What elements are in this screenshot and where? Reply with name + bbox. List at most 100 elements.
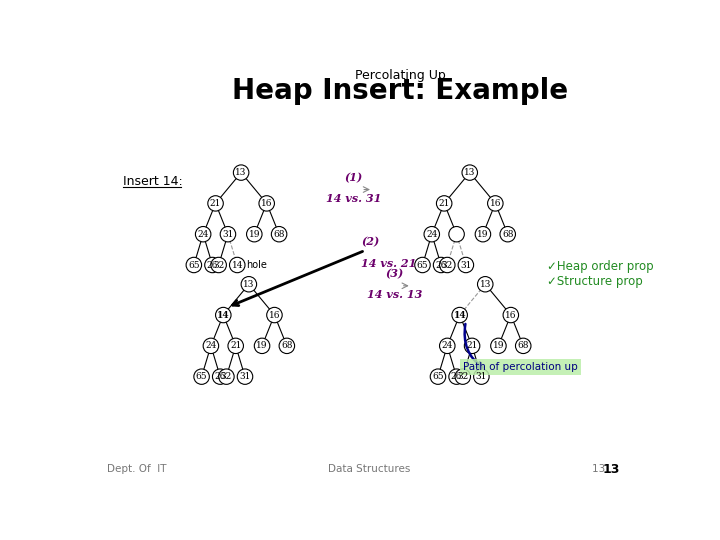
Circle shape: [233, 165, 249, 180]
Circle shape: [204, 257, 220, 273]
Circle shape: [220, 226, 235, 242]
Text: Dept. Of  IT: Dept. Of IT: [107, 464, 166, 474]
Text: 68: 68: [274, 230, 285, 239]
Text: 26: 26: [207, 260, 218, 269]
Text: 21: 21: [230, 341, 241, 350]
Text: 13: 13: [464, 168, 475, 177]
Circle shape: [208, 195, 223, 211]
Text: 14: 14: [454, 310, 466, 320]
Circle shape: [516, 338, 531, 354]
Text: (1): (1): [344, 172, 363, 184]
Text: 68: 68: [518, 341, 529, 350]
Text: Heap Insert: Example: Heap Insert: Example: [232, 77, 568, 105]
Circle shape: [254, 338, 270, 354]
Text: Insert 14:: Insert 14:: [122, 176, 182, 188]
Circle shape: [474, 369, 489, 384]
Text: ✓Structure prop: ✓Structure prop: [547, 275, 643, 288]
Text: 21: 21: [467, 341, 478, 350]
Text: 19: 19: [492, 341, 504, 350]
Text: 65: 65: [188, 260, 199, 269]
Text: 13: 13: [235, 168, 247, 177]
Text: (3): (3): [385, 268, 404, 280]
Circle shape: [259, 195, 274, 211]
Circle shape: [246, 226, 262, 242]
Circle shape: [230, 257, 245, 273]
Circle shape: [228, 338, 243, 354]
Circle shape: [241, 276, 256, 292]
Circle shape: [487, 195, 503, 211]
Text: ✓Heap order prop: ✓Heap order prop: [547, 260, 654, 273]
Text: 65: 65: [432, 372, 444, 381]
Text: 31: 31: [239, 372, 251, 381]
Circle shape: [462, 165, 477, 180]
Text: 21: 21: [438, 199, 450, 208]
Circle shape: [424, 226, 439, 242]
Circle shape: [439, 257, 455, 273]
Circle shape: [194, 369, 210, 384]
Text: 13: 13: [602, 463, 620, 476]
Text: 16: 16: [269, 310, 280, 320]
Circle shape: [186, 257, 202, 273]
Circle shape: [433, 257, 449, 273]
Circle shape: [436, 195, 452, 211]
Text: 32: 32: [457, 372, 469, 381]
Text: 13: 13: [243, 280, 255, 289]
Text: 68: 68: [502, 230, 513, 239]
Text: 14: 14: [232, 260, 243, 269]
Circle shape: [415, 257, 431, 273]
Circle shape: [195, 226, 211, 242]
Text: 13: 13: [593, 464, 608, 474]
Text: 14 vs. 21: 14 vs. 21: [361, 258, 417, 269]
Text: Path of percolation up: Path of percolation up: [463, 362, 577, 372]
Circle shape: [279, 338, 294, 354]
Circle shape: [475, 226, 490, 242]
Text: 14 vs. 31: 14 vs. 31: [326, 193, 381, 204]
Text: 68: 68: [281, 341, 292, 350]
Text: 16: 16: [490, 199, 501, 208]
Circle shape: [449, 369, 464, 384]
Text: Percolating Up: Percolating Up: [355, 69, 446, 82]
Text: 26: 26: [215, 372, 226, 381]
Circle shape: [452, 307, 467, 323]
Text: 65: 65: [196, 372, 207, 381]
Text: 16: 16: [261, 199, 272, 208]
Text: 31: 31: [476, 372, 487, 381]
Text: 26: 26: [451, 372, 462, 381]
Text: 24: 24: [205, 341, 217, 350]
Circle shape: [203, 338, 219, 354]
Circle shape: [431, 369, 446, 384]
Text: 14: 14: [217, 310, 230, 320]
Circle shape: [211, 257, 226, 273]
Circle shape: [477, 276, 493, 292]
Circle shape: [503, 307, 518, 323]
Text: 32: 32: [213, 260, 224, 269]
Circle shape: [439, 338, 455, 354]
Text: 21: 21: [210, 199, 221, 208]
Text: 32: 32: [441, 260, 453, 269]
Circle shape: [490, 338, 506, 354]
Text: 14 vs. 13: 14 vs. 13: [367, 289, 422, 300]
Text: 24: 24: [441, 341, 453, 350]
Circle shape: [458, 257, 474, 273]
Text: 31: 31: [460, 260, 472, 269]
Circle shape: [455, 369, 471, 384]
Text: 19: 19: [256, 341, 268, 350]
Circle shape: [464, 338, 480, 354]
Text: 13: 13: [480, 280, 491, 289]
Circle shape: [219, 369, 234, 384]
Circle shape: [266, 307, 282, 323]
Circle shape: [449, 226, 464, 242]
Text: 26: 26: [436, 260, 447, 269]
Text: 19: 19: [248, 230, 260, 239]
Circle shape: [212, 369, 228, 384]
Text: 19: 19: [477, 230, 489, 239]
Text: 24: 24: [197, 230, 209, 239]
Text: 16: 16: [505, 310, 516, 320]
Text: 31: 31: [222, 230, 233, 239]
Circle shape: [500, 226, 516, 242]
Text: 32: 32: [221, 372, 232, 381]
Circle shape: [238, 369, 253, 384]
Circle shape: [215, 307, 231, 323]
Text: 65: 65: [417, 260, 428, 269]
Text: (2): (2): [361, 237, 379, 247]
